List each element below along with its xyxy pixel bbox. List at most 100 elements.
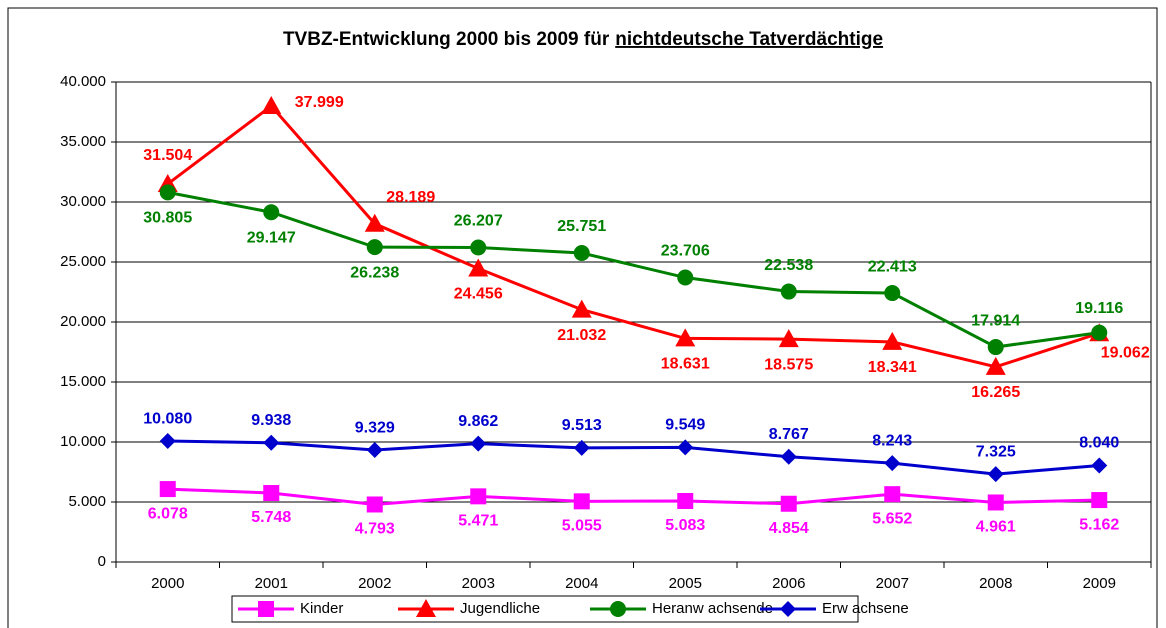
chart-frame (7, 7, 1158, 628)
marker (1091, 457, 1108, 474)
marker (778, 329, 799, 348)
data-label: 7.325 (976, 443, 1016, 460)
data-label: 5.748 (251, 509, 291, 526)
marker (364, 213, 385, 232)
data-label: 8.040 (1079, 435, 1119, 452)
data-label: 37.999 (295, 94, 344, 111)
marker (470, 488, 487, 505)
data-label: 9.938 (251, 412, 291, 429)
marker (610, 601, 626, 617)
data-label: 18.631 (661, 356, 710, 373)
y-tick-label: 10.000 (60, 433, 106, 450)
data-label: 4.793 (355, 521, 395, 538)
marker (263, 204, 280, 221)
data-label: 16.265 (971, 384, 1020, 401)
title-part: TVBZ-Entwicklung 2000 bis 2009 für (283, 29, 610, 50)
marker (987, 466, 1004, 483)
data-label: 10.080 (143, 410, 192, 427)
marker (987, 339, 1004, 356)
chart-title: TVBZ-Entwicklung 2000 bis 2009 für nichtd… (283, 29, 883, 50)
data-label: 18.575 (764, 356, 813, 373)
marker (159, 433, 176, 450)
legend-label: Jugendliche (460, 600, 540, 617)
marker (571, 299, 592, 318)
marker (261, 96, 282, 115)
marker (1091, 324, 1108, 341)
data-label: 25.751 (557, 218, 606, 235)
marker (468, 258, 489, 277)
y-tick-label: 0 (98, 553, 106, 570)
data-label: 5.162 (1079, 516, 1119, 533)
x-tick-label: 2001 (255, 575, 288, 592)
data-label: 19.116 (1075, 300, 1123, 317)
data-label: 4.961 (976, 519, 1016, 536)
data-label: 6.078 (148, 505, 188, 522)
data-label: 22.413 (868, 258, 917, 275)
data-label: 26.238 (350, 264, 399, 281)
x-tick-label: 2000 (151, 575, 184, 592)
x-tick-label: 2004 (565, 575, 598, 592)
series-line (167, 439, 1100, 476)
marker (987, 494, 1004, 511)
marker (780, 601, 796, 617)
y-tick-label: 35.000 (60, 133, 106, 150)
data-label: 4.854 (769, 520, 809, 537)
legend-label: Heranw achsende (652, 600, 773, 617)
marker (573, 493, 590, 510)
y-tick-label: 40.000 (60, 73, 106, 90)
marker (573, 439, 590, 456)
series-line (166, 103, 1100, 369)
y-tick-label: 25.000 (60, 253, 106, 270)
data-label: 21.032 (557, 327, 606, 344)
marker (1091, 492, 1108, 509)
legend-label: Kinder (300, 600, 343, 617)
marker (470, 239, 487, 256)
marker (677, 493, 694, 510)
series-line (167, 190, 1100, 349)
marker (780, 283, 797, 300)
data-label: 5.471 (458, 513, 498, 530)
data-label: 17.914 (971, 312, 1020, 329)
marker (263, 485, 280, 502)
marker (675, 328, 696, 347)
marker (470, 435, 487, 452)
marker (366, 442, 383, 459)
y-tick-label: 30.000 (60, 193, 106, 210)
title-part: nichtdeutsche Tatverdächtige (615, 29, 883, 50)
marker (780, 448, 797, 465)
marker (780, 495, 797, 512)
data-label: 9.513 (562, 417, 602, 434)
x-tick-label: 2008 (979, 575, 1012, 592)
x-tick-label: 2009 (1083, 575, 1116, 592)
data-label: 24.456 (454, 286, 503, 303)
marker (263, 434, 280, 451)
data-label: 5.083 (665, 517, 705, 534)
data-label: 26.207 (454, 213, 503, 230)
marker (985, 356, 1006, 375)
x-tick-label: 2005 (669, 575, 702, 592)
data-label: 5.055 (562, 518, 602, 535)
marker (416, 599, 436, 617)
marker (366, 496, 383, 513)
x-tick-label: 2003 (462, 575, 495, 592)
marker (258, 601, 274, 617)
data-label: 5.652 (872, 510, 912, 527)
data-label: 30.805 (143, 210, 192, 227)
data-label: 28.189 (386, 189, 435, 206)
marker (677, 439, 694, 456)
marker (884, 455, 901, 472)
marker (366, 239, 383, 256)
x-tick-label: 2007 (876, 575, 909, 592)
data-label: 8.243 (872, 432, 912, 449)
marker (884, 285, 901, 302)
legend (231, 595, 859, 623)
x-tick-label: 2006 (772, 575, 805, 592)
data-label: 23.706 (661, 243, 710, 260)
data-label: 31.504 (143, 147, 192, 164)
marker (884, 486, 901, 503)
data-label: 22.538 (764, 257, 813, 274)
marker (573, 244, 590, 261)
marker (882, 331, 903, 350)
data-label: 9.329 (355, 419, 395, 436)
